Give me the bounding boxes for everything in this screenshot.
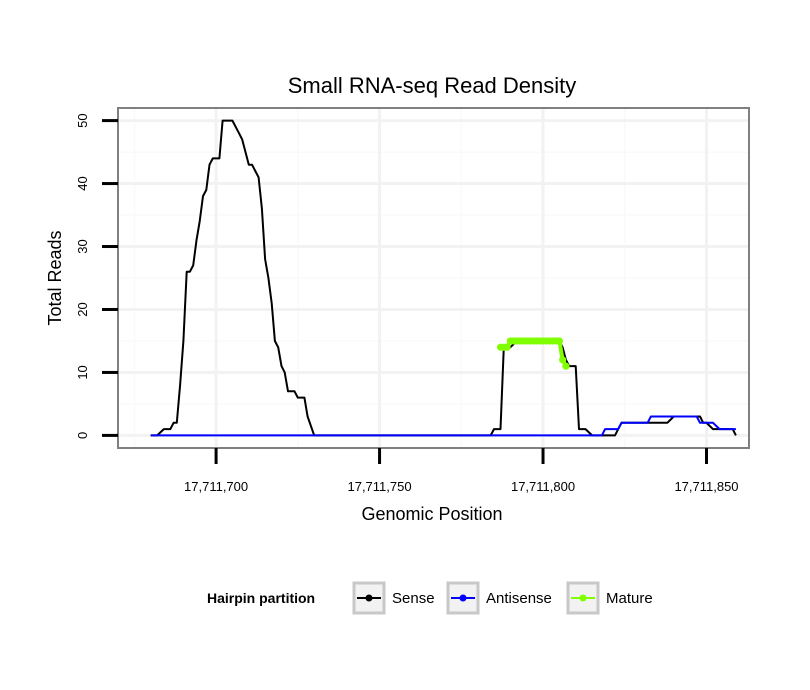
x-tick-label: 17,711,850	[674, 479, 738, 494]
legend-label: Mature	[606, 590, 653, 607]
y-axis: 0 10 20 30 40 50	[75, 113, 118, 439]
legend-key-point	[579, 594, 587, 602]
legend-label: Sense	[392, 590, 435, 607]
x-axis-title: Genomic Position	[361, 504, 502, 524]
x-tick-label: 17,711,700	[184, 479, 248, 494]
legend-item-sense: Sense	[352, 581, 435, 615]
legend: Hairpin partition Sense Antisense Mature	[207, 581, 653, 615]
legend-item-antisense: Antisense	[446, 581, 552, 615]
x-tick-label: 17,711,800	[511, 479, 575, 494]
mature-point	[562, 362, 570, 370]
mature-point	[503, 343, 511, 351]
y-axis-title: Total Reads	[45, 230, 65, 325]
series-line-antisense	[150, 415, 736, 437]
y-tick-label: 10	[75, 365, 90, 379]
y-tick-label: 20	[75, 302, 90, 316]
y-tick-label: 30	[75, 239, 90, 253]
chart-title: Small RNA-seq Read Density	[288, 73, 577, 98]
x-tick-label: 17,711,750	[347, 479, 411, 494]
legend-key-point	[365, 594, 373, 602]
plot-border	[117, 107, 750, 449]
legend-item-mature: Mature	[566, 581, 653, 615]
x-axis: 17,711,700 17,711,750 17,711,800 17,711,850	[184, 448, 739, 494]
series-layer	[150, 119, 737, 437]
y-tick-label: 0	[75, 432, 90, 439]
y-tick-label: 50	[75, 113, 90, 127]
legend-title: Hairpin partition	[207, 590, 315, 606]
legend-key-point	[459, 594, 467, 602]
y-tick-label: 40	[75, 176, 90, 190]
mature-point	[559, 356, 567, 364]
mature-point	[555, 337, 563, 345]
legend-label: Antisense	[486, 590, 552, 607]
